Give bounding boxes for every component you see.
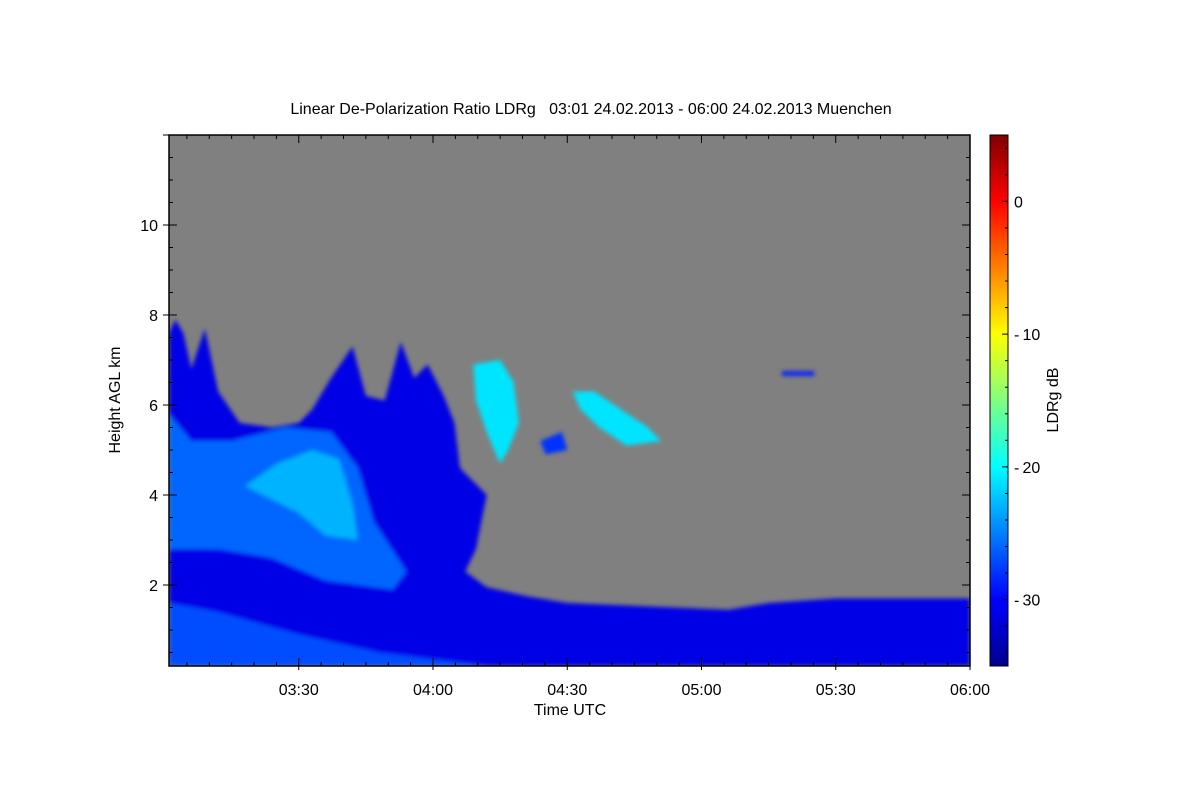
colorbar-tick-label: - 20 <box>1014 460 1040 477</box>
y-tick-label: 6 <box>149 398 158 415</box>
region-fall-streak-bright <box>245 450 358 540</box>
chart-title: Linear De-Polarization Ratio LDRg 03:01 … <box>290 101 891 118</box>
colorbar-label: LDRg dB <box>1045 368 1062 433</box>
axis-ticks: 03:30 04:00 04:30 05:00 05:30 06:00 2 4 6 8 10 <box>140 134 990 699</box>
plot-frame <box>168 134 971 667</box>
colorbar-tick-label: - 30 <box>1014 593 1040 610</box>
x-tick-label: 04:00 <box>413 682 453 699</box>
heatmap-regions <box>169 319 970 666</box>
y-tick-label: 4 <box>149 488 158 505</box>
y-tick-label: 10 <box>140 218 158 235</box>
region-near-ground-light <box>169 603 487 666</box>
y-axis-label: Height AGL km <box>107 346 124 453</box>
y-tick-label: 8 <box>149 308 158 325</box>
x-tick-label: 05:00 <box>681 682 721 699</box>
colorbar-tick-label: - 10 <box>1014 327 1040 344</box>
y-tick-label: 2 <box>149 578 158 595</box>
region-cirrus-patch-2 <box>572 391 662 446</box>
region-cirrus-patch-1 <box>473 360 519 464</box>
colorbar-tick-label: 0 <box>1014 194 1023 211</box>
region-cirrus-patch-3 <box>540 432 568 455</box>
x-tick-label: 03:30 <box>279 682 319 699</box>
x-tick-label: 05:30 <box>816 682 856 699</box>
x-tick-label: 04:30 <box>547 682 587 699</box>
x-axis-label: Time UTC <box>534 702 606 719</box>
x-tick-label: 06:00 <box>950 682 990 699</box>
colorbar-ticks: 0 - 10 - 20 - 30 <box>1002 147 1040 654</box>
colorbar <box>989 134 1009 667</box>
region-cirrus-patch-4 <box>782 371 815 376</box>
